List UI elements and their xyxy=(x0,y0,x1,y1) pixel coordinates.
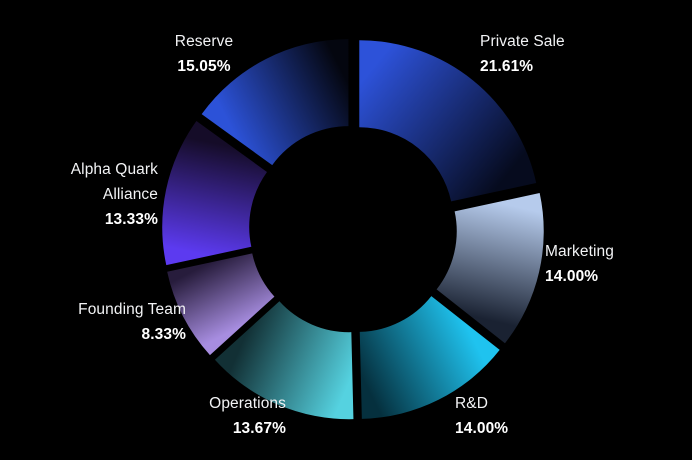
slice-pct-alpha-quark-alliance: 13.33% xyxy=(104,211,158,228)
slice-pct-rd: 14.00% xyxy=(455,420,509,437)
callout-private-sale: Private Sale 21.61% xyxy=(480,29,630,79)
callout-founding-team: Founding Team 8.33% xyxy=(46,297,186,347)
slice-randd[interactable] xyxy=(359,296,500,419)
slice-marketing[interactable] xyxy=(436,193,544,344)
slice-pct-operations: 13.67% xyxy=(232,420,286,437)
slice-pct-marketing: 14.00% xyxy=(545,268,599,285)
slice-operations[interactable] xyxy=(214,301,354,420)
slice-private-sale[interactable] xyxy=(359,40,537,202)
slice-pct-reserve: 15.05% xyxy=(177,58,231,75)
slice-label-rd: R&D xyxy=(455,395,489,412)
slice-label-marketing: Marketing xyxy=(545,243,614,260)
slice-alpha-quark-alliance[interactable] xyxy=(162,121,267,266)
callout-rd: R&D 14.00% xyxy=(455,391,575,441)
callout-marketing: Marketing 14.00% xyxy=(545,239,665,289)
slice-label-founding-team: Founding Team xyxy=(78,301,186,318)
slice-pct-private-sale: 21.61% xyxy=(480,58,534,75)
slice-label-private-sale: Private Sale xyxy=(480,33,565,50)
slice-pct-founding-team: 8.33% xyxy=(141,326,186,343)
callout-reserve: Reserve 15.05% xyxy=(139,29,269,79)
slice-reserve[interactable] xyxy=(201,39,349,166)
slice-label-reserve: Reserve xyxy=(174,33,234,50)
callout-alpha-quark-alliance: Alpha Quark Alliance 13.33% xyxy=(48,157,158,232)
slice-founding-team[interactable] xyxy=(167,253,275,356)
slice-label-alpha-quark-alliance: Alpha Quark Alliance xyxy=(70,161,158,203)
callout-operations: Operations 13.67% xyxy=(146,391,286,441)
slice-label-operations: Operations xyxy=(209,395,286,412)
